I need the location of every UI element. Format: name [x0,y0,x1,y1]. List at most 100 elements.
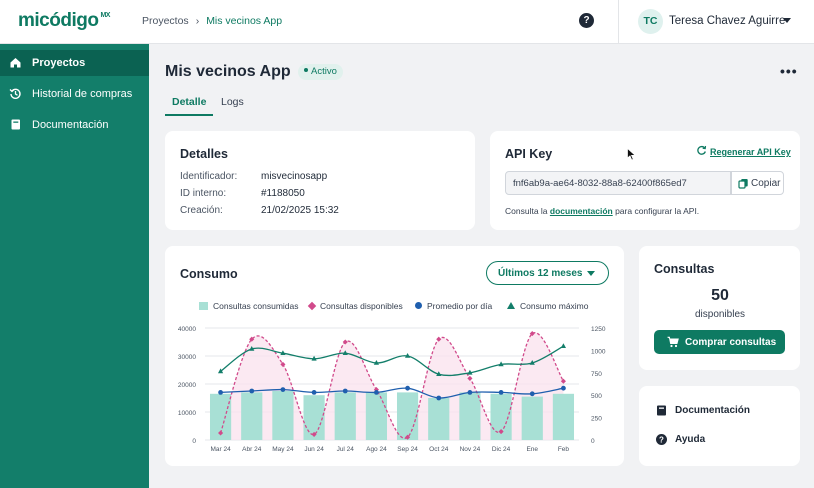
user-name[interactable]: Teresa Chavez Aguirre [669,15,786,27]
consumo-title: Consumo [180,267,238,281]
series-line [219,332,564,439]
data-point [217,368,224,374]
sidebar-item-label: Documentación [32,119,109,131]
detail-key: Identificador: [180,171,238,182]
more-options-icon[interactable]: ••• [780,63,798,79]
data-point [404,353,411,358]
x-tick-label: Abr 24 [242,446,262,453]
data-point [311,355,317,361]
data-point [373,360,380,365]
avatar[interactable]: TC [638,9,663,34]
status-dot [304,68,308,73]
bar [459,392,481,440]
period-dropdown[interactable]: Últimos 12 meses [486,261,609,285]
help-icon[interactable]: ? [579,13,594,28]
status-badge: Activo [298,64,343,80]
x-tick-label: Ene [526,446,538,453]
y-tick-label-left: 0 [192,438,196,445]
data-point [342,350,348,355]
bar [396,392,419,440]
status-label: Activo [311,66,337,77]
sidebar: Proyectos Historial de compras Documenta… [0,44,149,488]
x-tick-label: Ago 24 [366,446,387,453]
data-point [218,390,223,395]
tab-detalle[interactable]: Detalle [172,96,207,108]
bar [272,391,294,440]
bar [552,393,575,440]
api-note-suffix: para configurar la API. [612,206,700,216]
details-card [165,131,475,230]
buy-queries-button[interactable]: Comprar consultas [654,330,785,354]
logo-suffix: MX [100,12,110,19]
data-point [280,387,286,392]
top-bar: micódigo MX Proyectos › Mis vecinos App ? T… [0,0,814,44]
x-tick-label: Jun 24 [304,446,324,453]
detail-key: ID interno: [180,188,227,199]
detail-value: misvecinosapp [261,171,328,182]
y-tick-label-right: 250 [591,416,602,423]
chevron-down-icon [587,271,595,276]
documentation-link-label: Documentación [675,405,751,416]
period-label: Últimos 12 meses [498,268,583,279]
tab-logs[interactable]: Logs [221,96,244,108]
data-point [529,360,535,365]
links-card [639,386,800,466]
bar [490,393,512,440]
data-point [405,385,410,391]
copy-label: Copiar [751,178,781,189]
bar [334,392,356,440]
y-tick-label-right: 1000 [591,348,606,355]
detail-value: #1188050 [261,188,305,199]
legend-swatch [307,301,317,310]
api-key-field[interactable]: fnf6ab9a-ae64-8032-88a8-62400f865ed7 [505,171,731,195]
data-point [249,388,255,394]
series-line [220,387,564,399]
x-tick-label: Dic 24 [492,446,511,453]
detail-value: 21/02/2025 15:32 [261,205,339,216]
data-point [560,343,567,348]
legend-label: Consultas consumidas [213,301,299,311]
y-tick-label-right: 750 [591,371,602,378]
x-tick-label: Oct 24 [429,446,449,453]
api-note-prefix: Consulta la [505,206,550,216]
data-point [529,391,535,397]
legend-item: Consumo máximo [507,301,589,311]
breadcrumb-current[interactable]: Mis vecinos App [206,15,283,27]
breadcrumb-projects[interactable]: Proyectos [142,15,189,27]
logo-text: micódigo [18,10,99,31]
home-icon [10,58,21,68]
buy-queries-label: Comprar consultas [685,337,777,348]
regenerate-api-key-link[interactable]: Regenerar API Key [710,147,791,157]
legend-item: Promedio por día [415,301,492,311]
documentation-link[interactable]: documentación [549,206,613,216]
data-point [467,390,473,395]
data-point [311,431,317,437]
data-point [436,395,442,401]
data-point [498,429,504,435]
chevron-down-icon[interactable] [783,18,791,23]
book-icon [657,405,666,416]
y-tick-label-right: 500 [591,393,602,400]
sidebar-item-proyectos[interactable]: Proyectos [0,50,149,76]
breadcrumb-separator: › [195,15,200,27]
data-point [467,369,473,375]
x-tick-label: Sep 24 [397,446,418,453]
bar [521,396,543,440]
logo[interactable]: micódigo MX [18,10,110,32]
copy-button[interactable]: Copiar [731,171,784,195]
sidebar-item-label: Proyectos [32,57,86,69]
data-point [498,361,504,367]
page-title: Mis vecinos App [165,63,291,80]
y-tick-label-left: 10000 [178,410,196,417]
detail-key: Creación: [180,205,223,216]
refresh-icon[interactable] [696,145,707,156]
sidebar-item-historial[interactable]: Historial de compras [0,81,149,107]
y-tick-label-right: 0 [591,438,595,445]
active-tab-indicator [165,114,213,116]
svg-text:?: ? [659,435,664,444]
sidebar-item-documentacion[interactable]: Documentación [0,112,149,138]
data-point [436,371,442,376]
breadcrumb: Proyectos › Mis vecinos App [142,15,282,27]
bar [428,398,450,440]
data-point [311,390,317,395]
